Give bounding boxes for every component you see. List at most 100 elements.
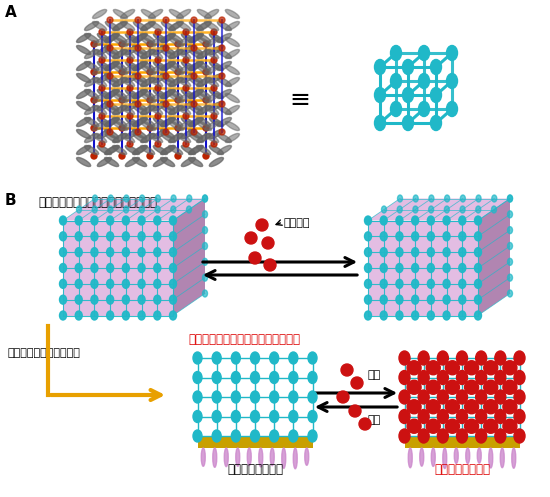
Ellipse shape: [113, 121, 128, 131]
Ellipse shape: [154, 232, 161, 241]
Ellipse shape: [113, 134, 127, 143]
Ellipse shape: [514, 429, 525, 443]
Circle shape: [155, 141, 161, 147]
Ellipse shape: [153, 45, 167, 55]
Ellipse shape: [113, 62, 127, 71]
Ellipse shape: [437, 351, 448, 365]
Ellipse shape: [122, 311, 129, 320]
Ellipse shape: [169, 263, 177, 272]
Ellipse shape: [427, 248, 435, 256]
Ellipse shape: [106, 62, 119, 71]
Ellipse shape: [398, 195, 403, 202]
Ellipse shape: [107, 232, 114, 241]
Ellipse shape: [113, 105, 128, 114]
Circle shape: [163, 101, 169, 107]
Ellipse shape: [197, 134, 211, 143]
Ellipse shape: [75, 248, 82, 256]
Ellipse shape: [141, 121, 156, 131]
Ellipse shape: [226, 66, 239, 75]
Ellipse shape: [122, 279, 129, 288]
Ellipse shape: [189, 146, 202, 155]
Ellipse shape: [75, 311, 82, 320]
Ellipse shape: [161, 146, 175, 155]
Ellipse shape: [460, 195, 465, 202]
Circle shape: [211, 113, 217, 119]
Ellipse shape: [226, 134, 239, 143]
Ellipse shape: [104, 62, 119, 71]
Ellipse shape: [171, 195, 176, 202]
Ellipse shape: [97, 45, 112, 55]
Ellipse shape: [289, 352, 298, 364]
Ellipse shape: [148, 21, 163, 30]
Circle shape: [503, 361, 517, 375]
Ellipse shape: [232, 391, 240, 403]
Ellipse shape: [411, 295, 419, 304]
Ellipse shape: [444, 217, 449, 224]
Circle shape: [147, 69, 153, 75]
Circle shape: [203, 41, 209, 47]
Ellipse shape: [141, 93, 156, 102]
Text: B: B: [5, 193, 16, 208]
Ellipse shape: [270, 430, 279, 442]
Ellipse shape: [456, 410, 468, 423]
Ellipse shape: [75, 216, 82, 225]
Ellipse shape: [514, 410, 525, 423]
Ellipse shape: [141, 37, 156, 47]
Ellipse shape: [75, 263, 82, 272]
Circle shape: [465, 400, 478, 414]
Ellipse shape: [161, 33, 175, 43]
Ellipse shape: [427, 295, 435, 304]
Ellipse shape: [59, 232, 67, 241]
Circle shape: [119, 41, 125, 47]
Circle shape: [183, 85, 189, 91]
Ellipse shape: [161, 117, 175, 127]
Ellipse shape: [107, 295, 114, 304]
Ellipse shape: [113, 105, 127, 114]
Ellipse shape: [141, 134, 156, 143]
Ellipse shape: [120, 93, 135, 102]
Ellipse shape: [92, 195, 97, 202]
Ellipse shape: [97, 129, 112, 139]
Ellipse shape: [210, 101, 223, 110]
Ellipse shape: [476, 429, 487, 443]
Ellipse shape: [133, 146, 147, 155]
Ellipse shape: [153, 158, 167, 166]
Ellipse shape: [107, 216, 114, 225]
Ellipse shape: [197, 105, 211, 114]
Ellipse shape: [113, 66, 128, 75]
Circle shape: [341, 364, 353, 376]
Ellipse shape: [161, 105, 175, 114]
Ellipse shape: [133, 62, 147, 71]
Ellipse shape: [125, 158, 140, 166]
Ellipse shape: [182, 129, 195, 139]
Ellipse shape: [443, 295, 450, 304]
Ellipse shape: [443, 216, 450, 225]
Ellipse shape: [305, 448, 309, 465]
Ellipse shape: [202, 195, 207, 202]
Ellipse shape: [396, 232, 403, 241]
Ellipse shape: [60, 217, 65, 224]
Ellipse shape: [182, 33, 195, 43]
Ellipse shape: [153, 62, 167, 71]
Circle shape: [175, 41, 181, 47]
Circle shape: [119, 153, 125, 159]
Ellipse shape: [141, 89, 155, 98]
Ellipse shape: [197, 37, 211, 47]
Circle shape: [99, 141, 105, 147]
Circle shape: [219, 101, 225, 107]
Ellipse shape: [153, 101, 167, 110]
Ellipse shape: [412, 217, 417, 224]
Circle shape: [262, 237, 274, 249]
Ellipse shape: [133, 74, 147, 83]
Ellipse shape: [226, 9, 239, 18]
Ellipse shape: [403, 115, 414, 131]
Ellipse shape: [168, 105, 183, 114]
Ellipse shape: [85, 89, 98, 98]
Ellipse shape: [408, 448, 412, 468]
Circle shape: [256, 219, 268, 231]
Ellipse shape: [148, 9, 163, 18]
Ellipse shape: [282, 448, 286, 468]
Ellipse shape: [224, 448, 228, 467]
Ellipse shape: [177, 134, 191, 143]
Ellipse shape: [169, 9, 184, 18]
